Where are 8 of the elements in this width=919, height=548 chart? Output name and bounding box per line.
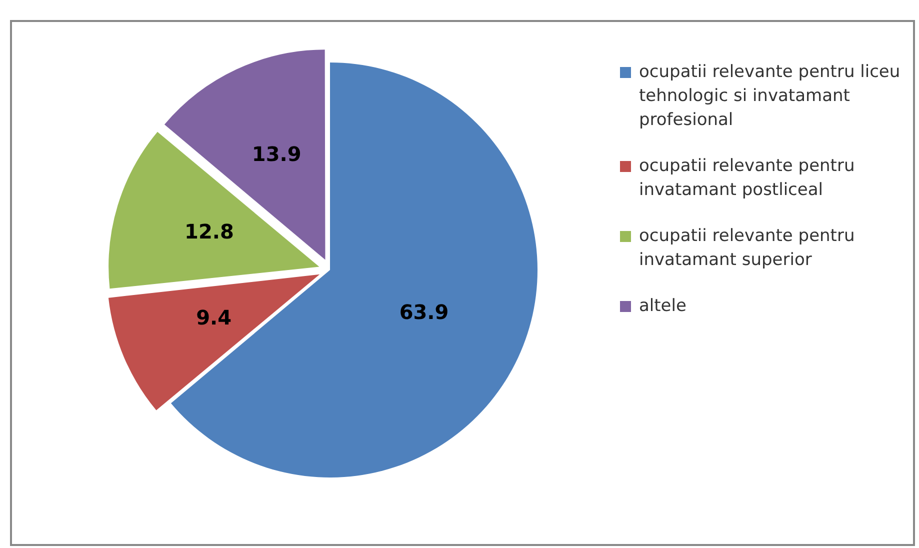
data-label: 9.4 xyxy=(196,306,232,330)
legend-label: ocupatii relevante pentru invatamant postliceal xyxy=(639,155,856,202)
legend-label: ocupatii relevante pentru invatamant superior xyxy=(639,225,856,272)
data-label: 12.8 xyxy=(184,219,234,244)
data-label: 13.9 xyxy=(252,142,302,166)
legend-label: altele xyxy=(639,295,686,318)
legend-label: ocupatii relevante pentru liceu tehnologic si invatamant profesional xyxy=(639,61,902,132)
data-label: 63.9 xyxy=(399,300,449,324)
